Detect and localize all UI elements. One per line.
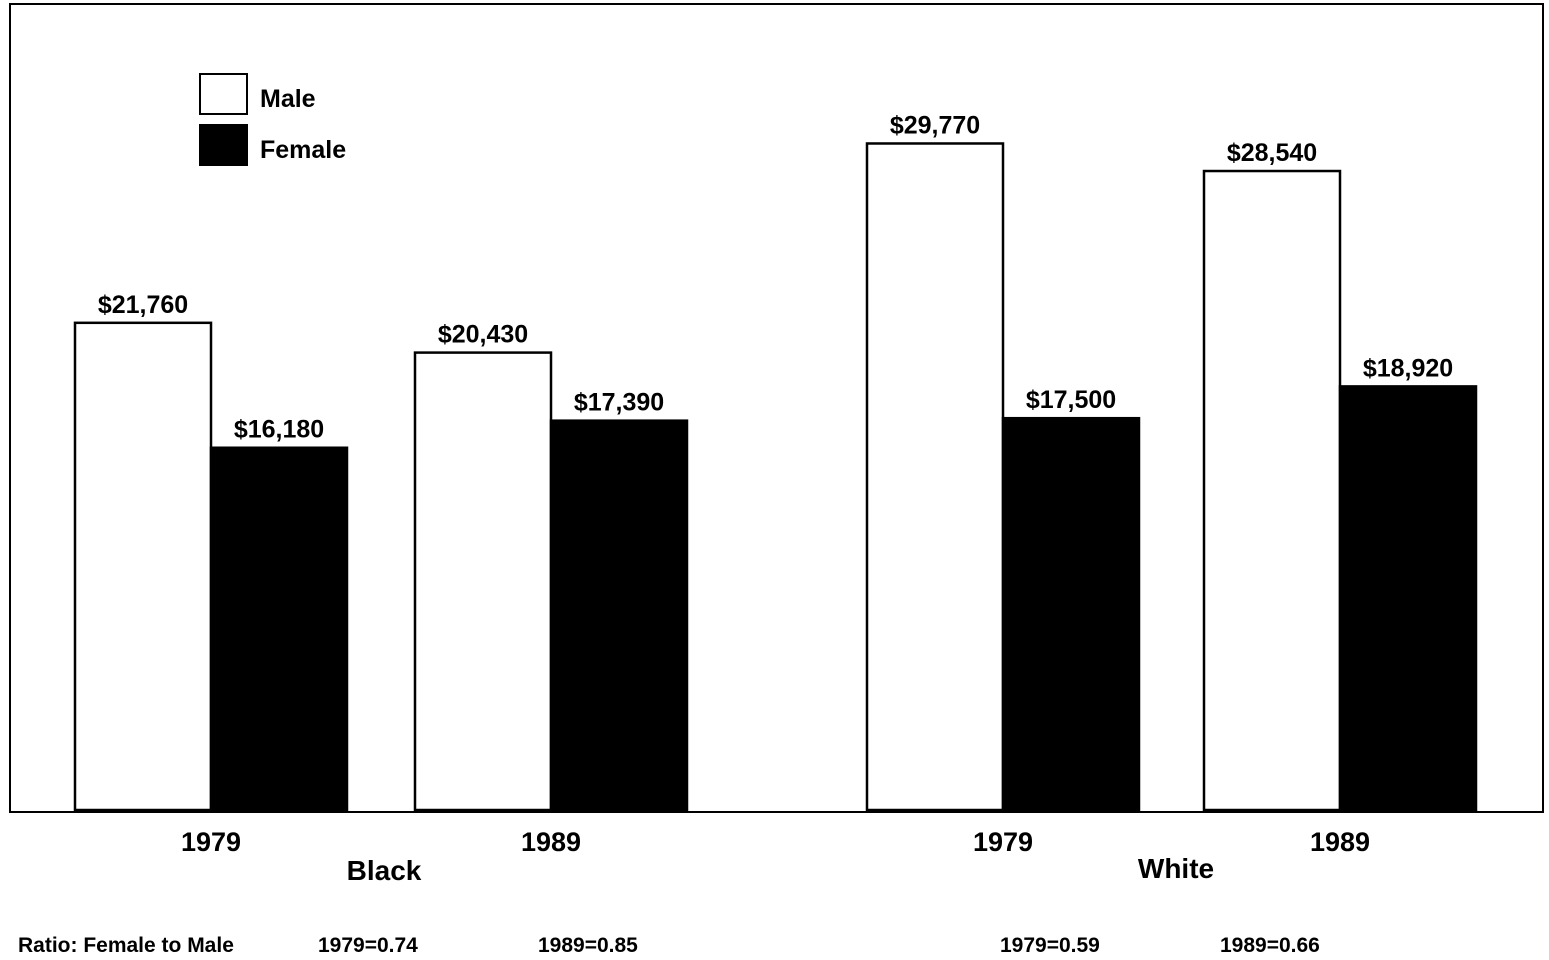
year-labels: 1979 1989 1979 1989	[181, 827, 1370, 857]
bar-label-male-2: $29,770	[890, 111, 980, 139]
bar-male-1	[413, 351, 553, 812]
bar-female-1	[549, 419, 689, 812]
year-label-1: 1989	[521, 827, 581, 857]
group-label-black: Black	[347, 855, 422, 886]
bar-male-3	[1202, 169, 1342, 812]
bar-female-0	[209, 446, 349, 812]
year-label-0: 1979	[181, 827, 241, 857]
bar-label-female-0: $16,180	[234, 416, 324, 444]
bar-male-2	[865, 142, 1005, 812]
legend-swatch-male	[199, 73, 248, 115]
ratio-row: Ratio: Female to Male 1979=0.74 1989=0.8…	[18, 934, 1320, 957]
year-label-2: 1979	[973, 827, 1033, 857]
ratio-black-1989: 1989=0.85	[538, 934, 638, 957]
plot-frame	[9, 3, 1544, 813]
legend-swatch-female	[199, 124, 248, 166]
legend-label-male: Male	[260, 85, 316, 113]
bar-value-labels: $21,760 $16,180 $20,430 $17,390 $29,770 $17,5…	[98, 111, 1453, 443]
bars	[73, 142, 1478, 812]
bar-label-male-1: $20,430	[438, 321, 528, 349]
bar-male-0	[73, 321, 213, 812]
bar-female-2	[1001, 416, 1141, 812]
legend-label-female: Female	[260, 136, 346, 164]
legend: Male Female	[199, 73, 346, 166]
bar-label-female-3: $18,920	[1363, 354, 1453, 382]
year-label-3: 1989	[1310, 827, 1370, 857]
bar-label-female-2: $17,500	[1026, 386, 1116, 414]
bar-label-female-1: $17,390	[574, 389, 664, 417]
ratio-white-1979: 1979=0.59	[1000, 934, 1100, 957]
group-label-white: White	[1138, 853, 1214, 884]
bar-label-male-0: $21,760	[98, 291, 188, 319]
bar-female-3	[1338, 385, 1478, 812]
ratio-label: Ratio: Female to Male	[18, 934, 234, 957]
ratio-white-1989: 1989=0.66	[1220, 934, 1320, 957]
ratio-black-1979: 1979=0.74	[318, 934, 418, 957]
bar-label-male-3: $28,540	[1227, 139, 1317, 167]
